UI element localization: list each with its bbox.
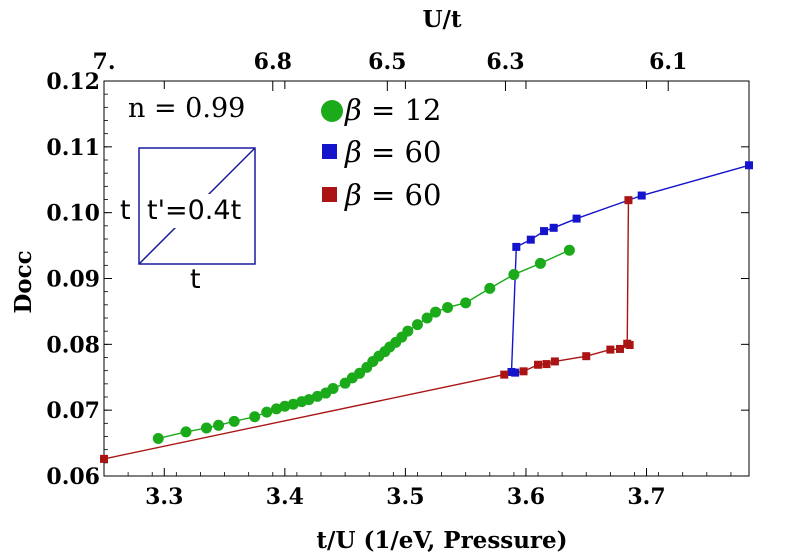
y-axis-title: Docc [10,250,37,313]
legend-marker-series-2 [322,187,337,202]
bottom-hopping-label: t [190,264,201,295]
data-point-series-0 [327,382,339,394]
y-tick-label: 0.11 [46,135,100,161]
data-point-series-0 [442,301,454,313]
top-tick-label: 6.8 [254,49,292,75]
data-point-series-1 [540,227,549,236]
y-tick-label: 0.12 [46,69,100,95]
data-point-series-0 [534,257,546,269]
y-tick-label: 0.10 [46,201,100,227]
legend-beta-symbol-2: β [344,178,362,212]
data-point-series-2 [500,370,509,379]
data-point-series-0 [460,297,472,309]
data-point-series-0 [430,306,442,318]
data-point-series-2 [623,339,632,348]
legend-beta-symbol-0: β [344,93,362,127]
data-point-series-2 [550,357,559,366]
top-tick-label: 6.5 [368,49,406,75]
x-tick-label: 3.5 [386,484,424,510]
data-point-series-2 [624,196,633,205]
data-point-series-0 [411,319,423,331]
data-point-series-0 [287,398,299,410]
legend-label-series-2: β = 60 [344,178,441,212]
legend-value-1: = 60 [362,135,442,169]
top-tick-label: 6.3 [486,49,524,75]
data-point-series-1 [507,367,516,376]
data-point-series-1 [572,214,581,223]
top-tick-label: 7. [93,49,116,75]
data-point-series-0 [200,422,212,434]
x-tick-label: 3.7 [627,484,665,510]
data-point-series-0 [421,312,433,324]
y-tick-label: 0.09 [46,267,100,293]
data-point-series-1 [526,235,535,244]
data-point-series-0 [228,415,240,427]
data-point-series-0 [261,406,273,418]
legend-marker-series-1 [322,144,337,159]
lattice-schematic: t'=0.4t t t [120,147,256,295]
legend: β = 12 β = 60 β = 60 [321,93,441,212]
legend-value-0: = 12 [362,93,442,127]
data-point-series-2 [519,367,528,376]
top-axis-title: U/t [422,6,461,33]
data-point-series-0 [249,411,261,423]
data-point-series-1 [637,191,646,200]
data-point-series-2 [534,360,543,369]
diagonal-hopping-label: t'=0.4t [147,195,241,226]
top-tick-label: 6.1 [649,49,687,75]
data-point-series-0 [484,282,496,294]
data-point-series-1 [512,242,521,251]
data-point-series-0 [402,325,414,337]
data-point-series-0 [152,432,164,444]
y-tick-label: 0.06 [46,464,100,490]
plot-area: 3.3 3.4 3.5 3.6 3.7 0.06 0.07 0.08 0.09 0.10 0.11 0… [46,49,753,510]
legend-value-2: = 60 [362,178,442,212]
data-point-series-2 [542,360,551,369]
data-point-series-0 [508,269,520,281]
legend-label-series-1: β = 60 [344,135,441,169]
density-annotation: n = 0.99 [128,93,245,124]
data-point-series-2 [616,344,624,353]
data-point-series-0 [270,403,282,415]
y-tick-label: 0.08 [46,332,100,358]
legend-marker-series-0 [321,100,343,122]
legend-beta-symbol-1: β [344,135,362,169]
x-axis-title: t/U (1/eV, Pressure) [316,527,567,554]
data-point-series-2 [606,345,615,354]
data-point-series-0 [180,426,192,438]
side-hopping-label: t [120,195,131,226]
data-point-series-0 [213,419,225,431]
legend-label-series-0: β = 12 [344,93,441,127]
lattice-square [138,147,256,265]
data-point-series-2 [582,352,591,361]
data-point-series-0 [303,394,315,406]
y-tick-label: 0.07 [46,398,100,424]
data-point-series-2 [100,454,108,463]
data-point-series-1 [549,223,558,232]
data-point-series-0 [279,400,291,412]
lattice-label-background [146,194,248,228]
x-tick-label: 3.6 [507,484,545,510]
data-point-series-1 [745,161,753,170]
x-tick-label: 3.3 [145,484,183,510]
data-point-series-0 [563,244,575,256]
x-tick-label: 3.4 [266,484,304,510]
data-point-series-0 [311,390,323,402]
